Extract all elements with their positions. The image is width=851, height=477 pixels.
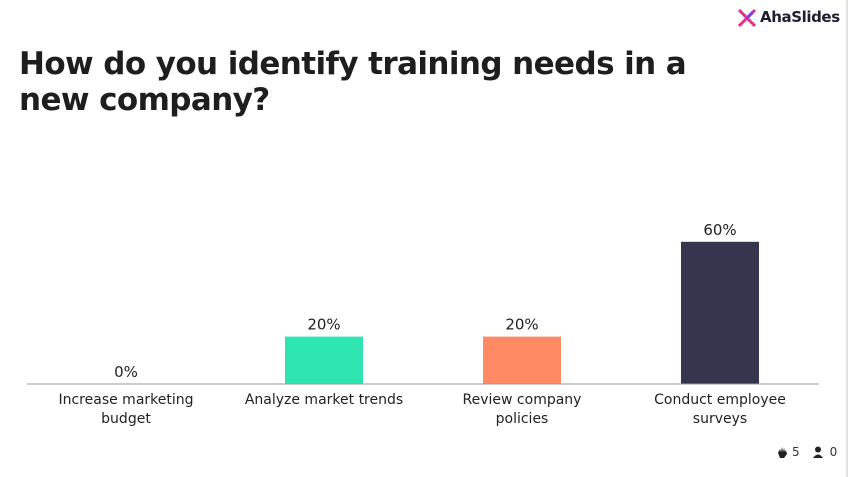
- value-label: 60%: [703, 221, 736, 239]
- value-label: 20%: [307, 316, 340, 334]
- x-tick-label: Review company policies: [462, 392, 582, 427]
- brand-logo: [737, 8, 757, 28]
- x-tick-label: Conduct employee surveys: [654, 392, 786, 427]
- hand-icon: [778, 447, 787, 458]
- participant-count: 0: [829, 445, 838, 459]
- response-count: 5: [792, 445, 800, 459]
- value-label: 20%: [505, 316, 538, 334]
- bar: [483, 336, 561, 384]
- bar: [681, 241, 759, 384]
- person-icon: [812, 446, 823, 458]
- footer: 5 0: [776, 445, 837, 459]
- x-tick-label: Increase marketing budget: [58, 392, 194, 427]
- chart-title: How do you identify training needs in a …: [19, 46, 687, 118]
- bar: [285, 336, 363, 384]
- value-label: 0%: [114, 363, 138, 381]
- x-tick-label: Analyze market trends: [244, 392, 404, 408]
- brand-name: AhaSlides: [760, 8, 840, 26]
